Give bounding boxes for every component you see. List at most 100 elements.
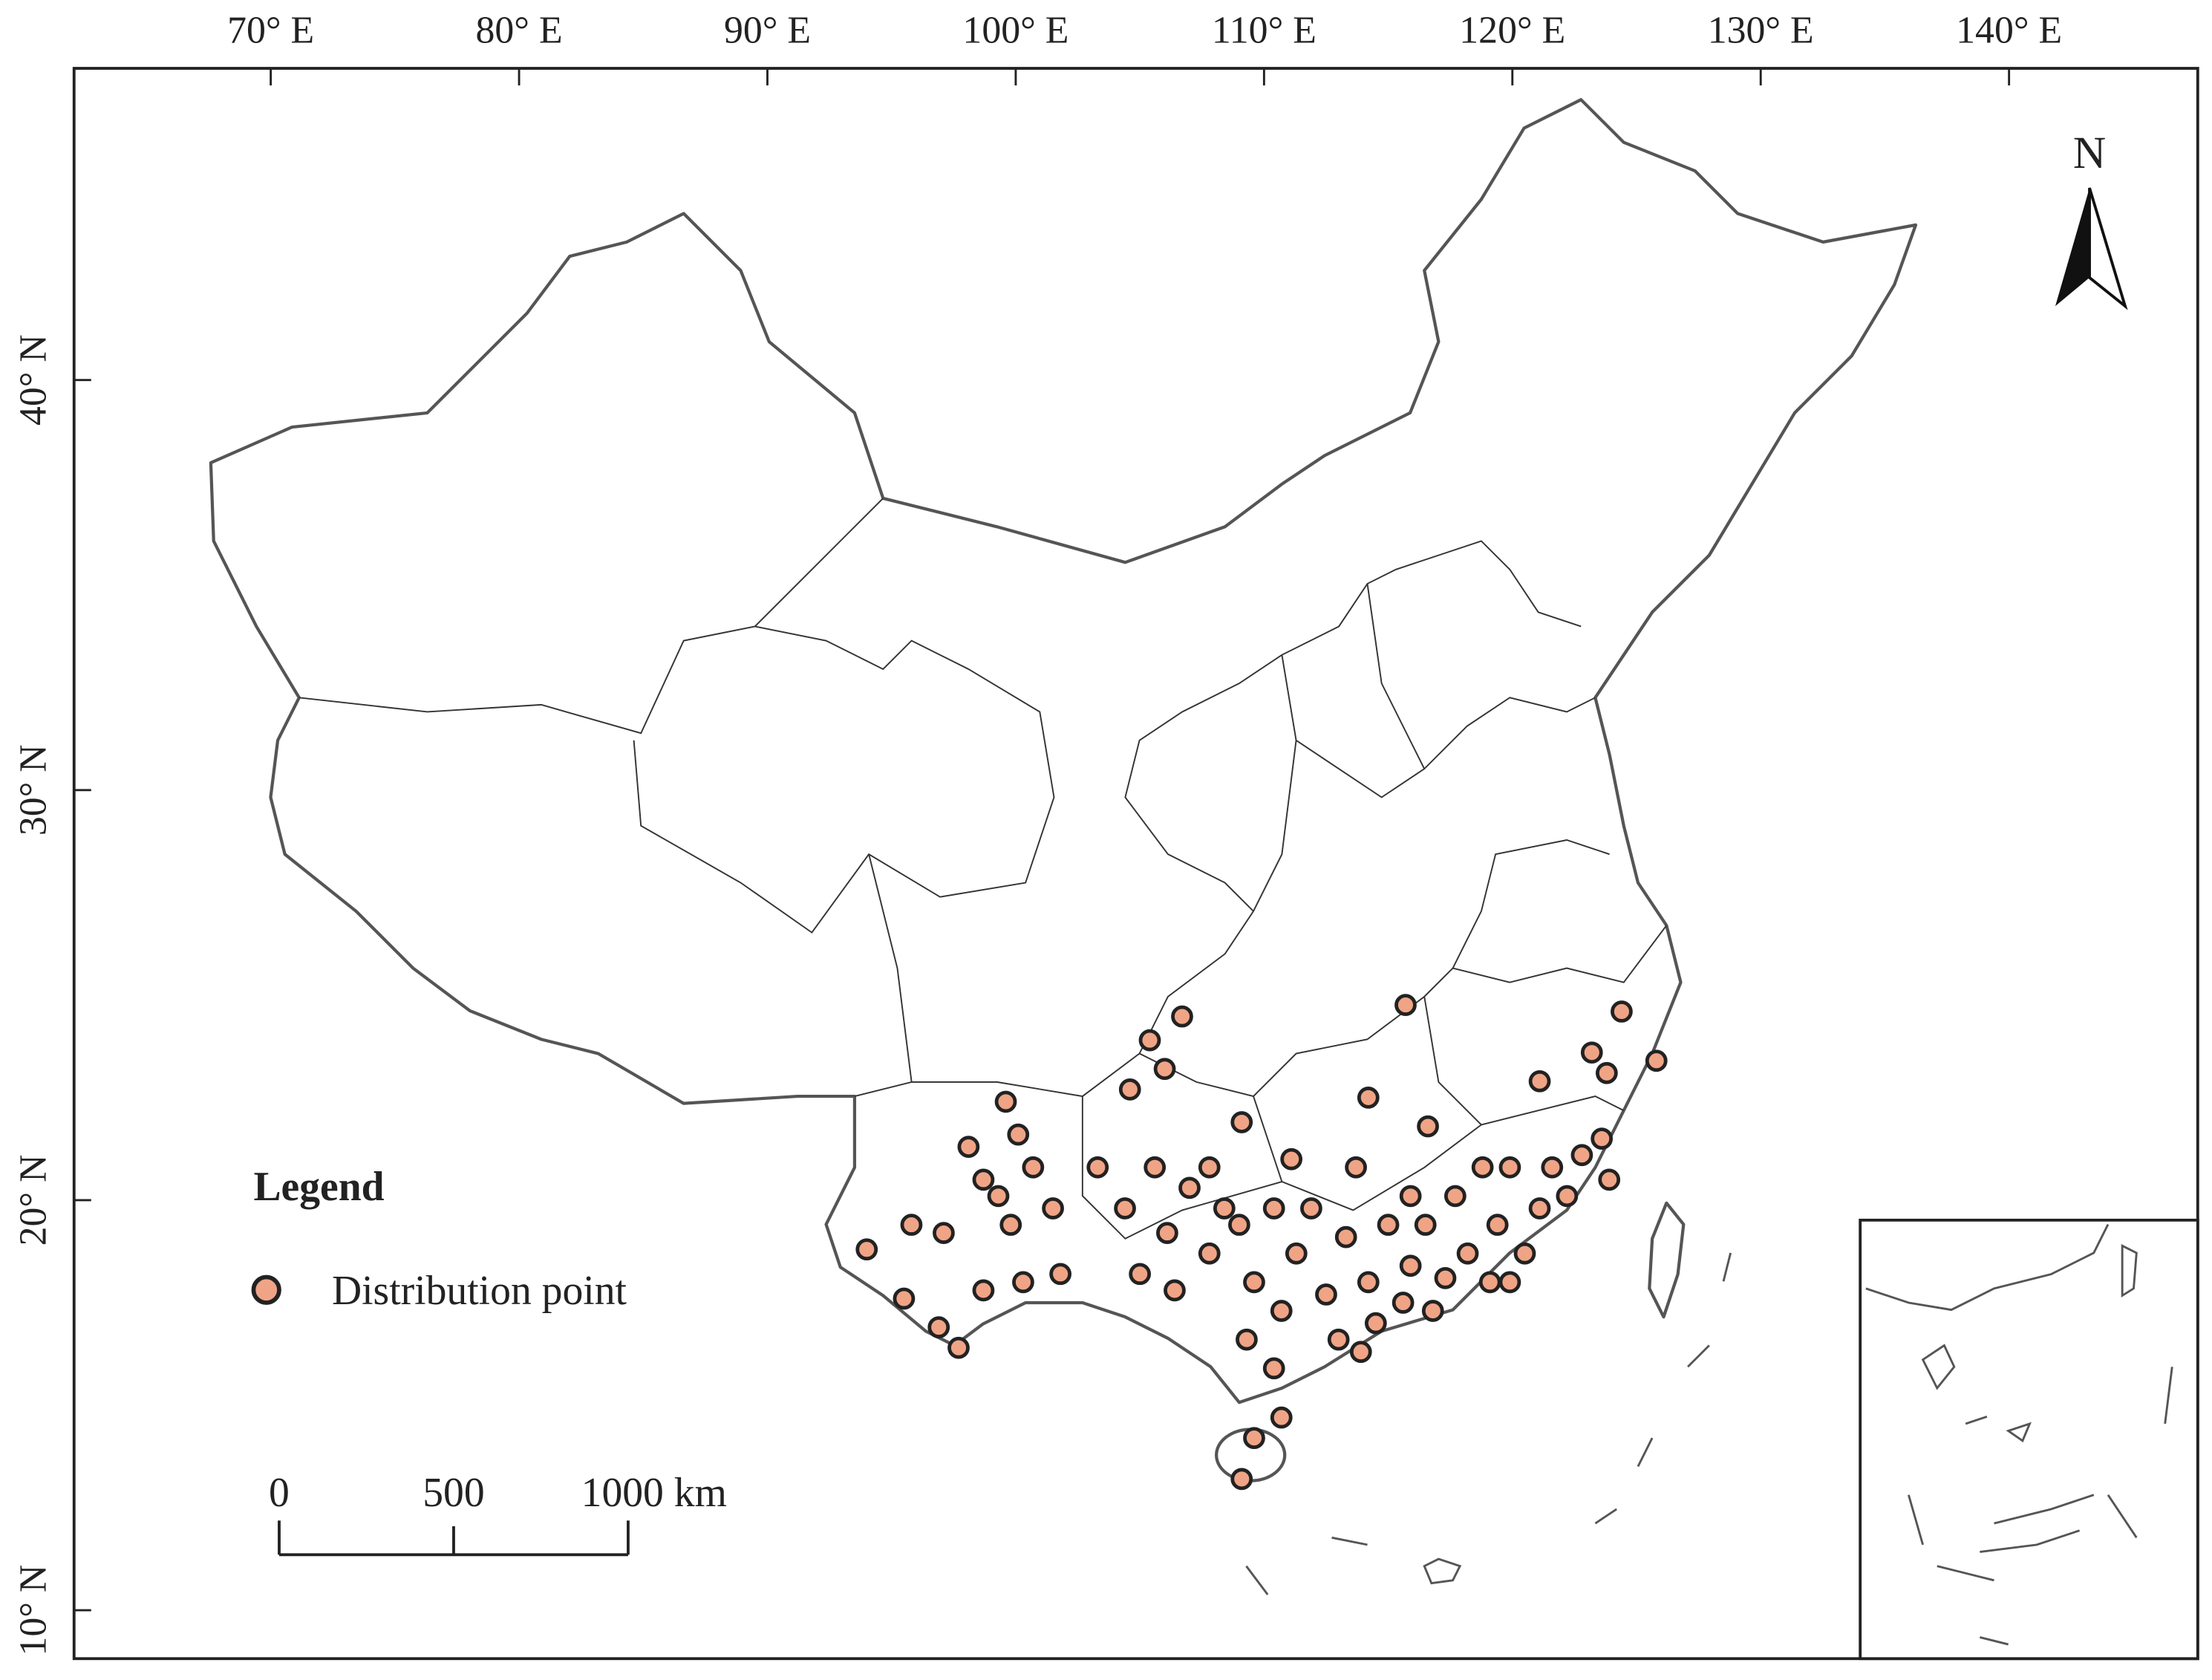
distribution-point: [1478, 1271, 1501, 1294]
distribution-point: [972, 1279, 995, 1302]
distribution-point: [1334, 1225, 1357, 1248]
distribution-point: [1357, 1271, 1380, 1294]
x-tick-label: 110° E: [1212, 10, 1317, 52]
distribution-point: [1270, 1406, 1293, 1429]
distribution-point: [1443, 1185, 1466, 1208]
x-tick-label: 80° E: [476, 10, 563, 52]
distribution-point: [1230, 1111, 1253, 1133]
x-tick-label: 120° E: [1459, 10, 1565, 52]
distribution-point: [1012, 1271, 1034, 1294]
distribution-point: [999, 1214, 1022, 1236]
distribution-point: [1138, 1029, 1161, 1052]
distribution-point: [1243, 1271, 1265, 1294]
distribution-point: [1456, 1242, 1479, 1265]
distribution-point: [900, 1214, 923, 1236]
sea-islands: [1245, 1252, 1732, 1595]
distribution-point: [1394, 994, 1417, 1016]
distribution-point: [1471, 1156, 1494, 1179]
distribution-point: [1315, 1283, 1337, 1306]
distribution-point: [1417, 1115, 1439, 1138]
distribution-point: [1285, 1242, 1308, 1265]
distribution-point: [1153, 1058, 1176, 1081]
x-tick-label: 130° E: [1708, 10, 1814, 52]
distribution-point: [1541, 1156, 1564, 1179]
distribution-point: [1236, 1328, 1258, 1351]
distribution-point: [1143, 1156, 1167, 1179]
distribution-point: [1570, 1144, 1593, 1167]
distribution-point: [1645, 1049, 1668, 1072]
distribution-point: [1327, 1328, 1350, 1351]
inset-frame: [1859, 1218, 2199, 1661]
distribution-point: [1178, 1176, 1201, 1199]
distribution-point: [1042, 1197, 1064, 1220]
distribution-point: [1611, 1000, 1633, 1023]
distribution-point: [947, 1336, 970, 1359]
province-borders: [298, 498, 1668, 1240]
distribution-point: [994, 1090, 1017, 1113]
distribution-point: [1022, 1156, 1045, 1179]
country-outline: [209, 98, 1918, 1404]
distribution-point: [1392, 1292, 1415, 1314]
distribution-point: [1377, 1214, 1400, 1236]
distribution-point: [1230, 1468, 1253, 1491]
distribution-point: [933, 1222, 955, 1244]
north-arrow-right: [2088, 187, 2128, 310]
taiwan-outline: [1648, 1201, 1686, 1319]
y-tick-label: 10° N: [12, 1565, 54, 1656]
distribution-point: [1118, 1078, 1141, 1101]
distribution-point: [1262, 1197, 1285, 1220]
y-tick-label: 40° N: [12, 334, 54, 426]
distribution-point: [1580, 1041, 1603, 1064]
distribution-point: [1528, 1197, 1551, 1220]
north-arrow-left: [2055, 188, 2090, 307]
legend-symbol: [251, 1274, 281, 1305]
distribution-point: [1086, 1156, 1109, 1179]
distribution-point: [1591, 1127, 1614, 1150]
distribution-point: [1414, 1214, 1437, 1236]
distribution-point: [1049, 1263, 1071, 1286]
distribution-point: [1228, 1214, 1250, 1236]
distribution-point: [1114, 1197, 1136, 1220]
distribution-point: [1486, 1214, 1509, 1236]
legend-title: Legend: [253, 1164, 384, 1210]
distribution-point: [1357, 1087, 1380, 1109]
inset-map: [1865, 1223, 2173, 1646]
distribution-point: [1513, 1242, 1536, 1265]
distribution-point: [1421, 1300, 1444, 1322]
distribution-point: [1556, 1185, 1579, 1208]
distribution-point: [1528, 1069, 1551, 1093]
distribution-point: [1213, 1197, 1236, 1220]
distribution-point: [1598, 1168, 1621, 1191]
distribution-point: [1198, 1242, 1221, 1265]
distribution-point: [1280, 1147, 1303, 1171]
scale-label: 0: [269, 1470, 290, 1516]
x-tick-label: 100° E: [962, 10, 1069, 52]
y-tick-label: 20° N: [12, 1155, 54, 1246]
distribution-point: [1164, 1279, 1186, 1302]
scale-label: 500: [423, 1470, 484, 1516]
distribution-point: [1198, 1156, 1221, 1179]
north-label: N: [2073, 128, 2106, 178]
distribution-point: [1498, 1271, 1521, 1294]
distribution-point: [1171, 1005, 1193, 1028]
distribution-point: [1300, 1197, 1322, 1220]
x-tick-label: 140° E: [1956, 10, 2062, 52]
distribution-point: [1399, 1185, 1422, 1208]
distribution-point: [1349, 1341, 1372, 1364]
distribution-point: [1007, 1123, 1030, 1146]
distribution-point: [1498, 1156, 1521, 1179]
distribution-point: [927, 1316, 950, 1338]
y-tick-label: 30° N: [12, 744, 54, 836]
x-tick-label: 90° E: [724, 10, 811, 52]
distribution-point: [1434, 1266, 1457, 1289]
map-frame: [72, 67, 2199, 1661]
scale-label: 1000 km: [581, 1470, 727, 1516]
distribution-point: [972, 1168, 995, 1191]
distribution-point: [957, 1136, 980, 1159]
distribution-point: [987, 1185, 1010, 1208]
distribution-point: [1262, 1357, 1285, 1380]
distribution-point: [1345, 1156, 1367, 1179]
legend-label: Distribution point: [332, 1268, 627, 1314]
distribution-point: [1243, 1427, 1265, 1450]
